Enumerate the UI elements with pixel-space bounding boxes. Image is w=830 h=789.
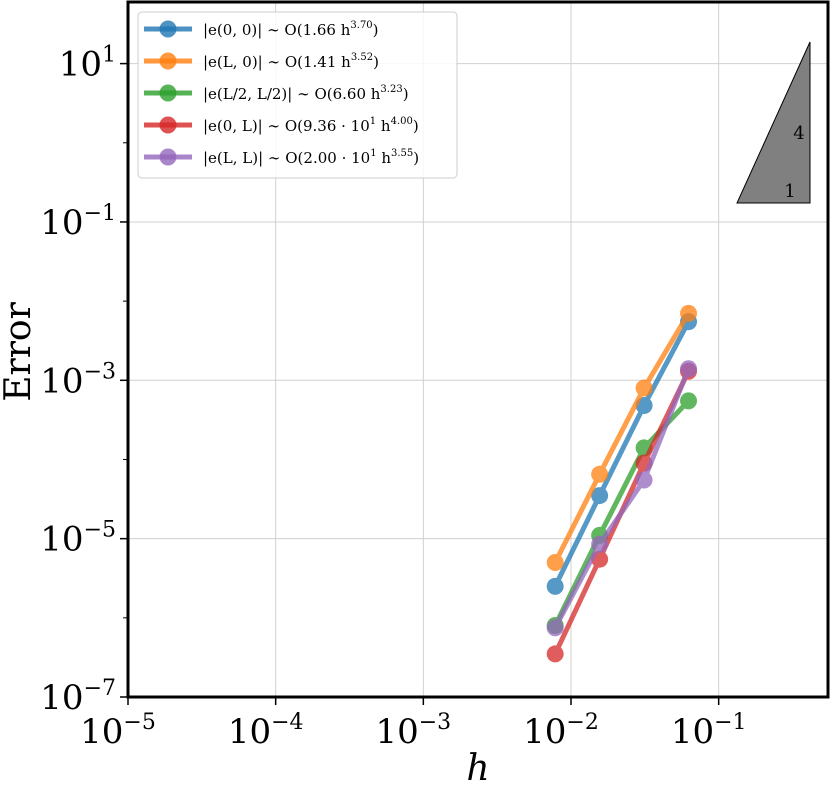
- plot-frame: [126, 0, 830, 699]
- y-tick-label: 10−3: [40, 359, 116, 401]
- legend-entry: |e(L, 0)| ∼ O(1.41 h3.52): [144, 52, 379, 71]
- legend-box: [137, 11, 458, 179]
- slope-rise-label: 4: [793, 123, 804, 144]
- x-tick-label: 10−5: [80, 710, 156, 752]
- legend-entry: |e(L/2, L/2)| ∼ O(6.60 h3.23): [144, 84, 409, 103]
- legend-label: |e(L/2, L/2)| ∼ O(6.60 h3.23): [203, 84, 409, 103]
- x-tick-label: 10−2: [523, 710, 599, 752]
- data-point: [591, 487, 609, 505]
- data-point: [546, 619, 564, 637]
- legend-swatch-marker: [159, 52, 177, 70]
- legend-entry: |e(L, L)| ∼ O(2.00 · 101 h3.55): [144, 148, 419, 167]
- legend-entry: |e(0, L)| ∼ O(9.36 · 101 h4.00): [144, 116, 419, 135]
- y-axis-label: Error: [0, 301, 39, 401]
- series-line: [552, 367, 691, 629]
- legend-label: |e(L, L)| ∼ O(2.00 · 101 h3.55): [203, 148, 419, 167]
- y-tick-label: 10−5: [40, 518, 116, 560]
- data-point: [680, 360, 698, 378]
- data-point: [546, 553, 564, 571]
- slope-triangle-shape: [736, 41, 811, 204]
- data-point: [680, 392, 698, 410]
- series-4: [546, 360, 698, 637]
- data-point: [680, 304, 698, 322]
- legend-entry: |e(0, 0)| ∼ O(1.66 h3.70): [144, 20, 379, 39]
- legend-swatch-marker: [159, 84, 177, 102]
- data-point: [635, 471, 653, 489]
- legend: |e(0, 0)| ∼ O(1.66 h3.70) |e(L, 0)| ∼ O(1…: [137, 11, 458, 179]
- x-tick-label: 10−4: [228, 710, 304, 752]
- series-line: [552, 320, 691, 588]
- data-point: [591, 465, 609, 483]
- y-tick-label: 10−7: [40, 676, 116, 718]
- data-point: [546, 645, 564, 663]
- series-1: [546, 304, 698, 571]
- x-axis-label: h: [466, 748, 489, 789]
- legend-swatch-marker: [159, 116, 177, 134]
- series-line: [552, 312, 691, 564]
- y-tick-label: 101: [59, 43, 116, 85]
- slope-triangle: 41: [736, 41, 811, 204]
- x-tick-label: 10−3: [375, 710, 451, 752]
- series-layer: [546, 304, 698, 663]
- data-point: [635, 379, 653, 397]
- legend-swatch-marker: [159, 20, 177, 38]
- series-0: [546, 313, 698, 595]
- y-tick-label: 10−1: [40, 201, 116, 243]
- data-point: [591, 535, 609, 553]
- legend-swatch-marker: [159, 148, 177, 166]
- legend-label: |e(0, 0)| ∼ O(1.66 h3.70): [203, 20, 379, 39]
- slope-run-label: 1: [784, 181, 795, 202]
- legend-label: |e(L, 0)| ∼ O(1.41 h3.52): [203, 52, 379, 71]
- data-point: [546, 577, 564, 595]
- x-tick-label: 10−1: [671, 710, 747, 752]
- legend-label: |e(0, L)| ∼ O(9.36 · 101 h4.00): [203, 116, 419, 135]
